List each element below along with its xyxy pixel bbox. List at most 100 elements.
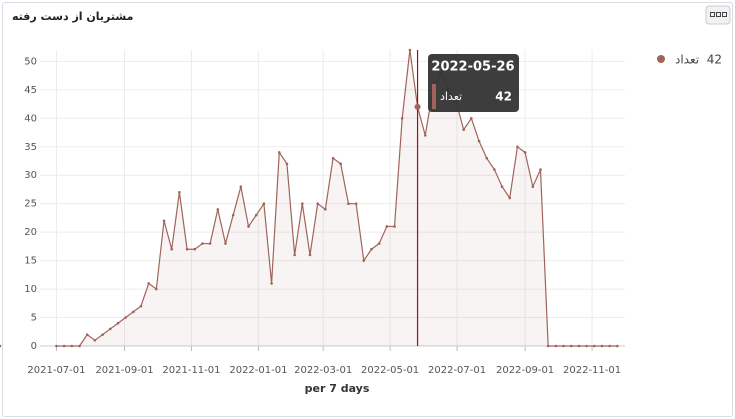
data-point [201, 242, 204, 245]
x-tick-label: 2022-05-01 [361, 365, 419, 376]
tooltip-value: 42 [495, 90, 512, 104]
data-point [324, 208, 327, 211]
data-point [0, 344, 2, 348]
data-point [70, 344, 74, 348]
data-point [562, 344, 565, 348]
data-point [370, 247, 373, 251]
y-tick-label: 50 [24, 56, 37, 67]
data-point [85, 333, 89, 336]
data-point [377, 242, 381, 245]
legend-marker [657, 55, 665, 63]
data-point [308, 253, 312, 257]
data-point [231, 213, 235, 217]
y-tick-label: 40 [24, 113, 37, 124]
x-axis-label: per 7 days [305, 382, 370, 395]
x-tick-label: 2022-03-01 [294, 365, 352, 376]
x-tick-label: 2022-01-01 [229, 365, 287, 376]
data-point [139, 304, 143, 308]
data-point [224, 242, 227, 245]
data-point [347, 202, 350, 205]
data-point [500, 185, 504, 188]
y-tick-label: 20 [24, 227, 37, 238]
tooltip-date: 2022-05-26 [431, 60, 514, 75]
data-point [393, 225, 396, 228]
data-point [147, 282, 150, 285]
data-point [124, 316, 127, 319]
data-point [316, 202, 319, 205]
data-point [400, 117, 404, 120]
data-point [262, 202, 266, 205]
data-point [293, 253, 296, 257]
data-point [301, 202, 304, 205]
x-tick-label: 2022-07-01 [428, 365, 486, 376]
data-point [569, 344, 573, 348]
data-point [254, 213, 258, 217]
data-point [354, 202, 358, 205]
legend-value: 42 [707, 53, 722, 67]
y-tick-label: 25 [24, 199, 37, 210]
data-point [55, 344, 58, 348]
y-tick-label: 45 [24, 85, 37, 96]
tooltip-swatch [432, 84, 436, 109]
menu-icon [710, 12, 727, 17]
data-point [408, 48, 412, 52]
x-tick-label: 2021-09-01 [95, 365, 153, 376]
data-point [600, 344, 604, 348]
data-point [362, 259, 366, 262]
series-area [56, 50, 618, 346]
x-tick-label: 2022-11-01 [563, 365, 621, 376]
data-point [539, 168, 542, 171]
data-point [554, 344, 558, 348]
data-point [523, 151, 527, 154]
data-point [331, 156, 335, 160]
data-point [155, 287, 158, 291]
data-point [592, 344, 596, 348]
data-point [93, 339, 97, 342]
y-tick-label: 5 [31, 313, 37, 324]
data-point [339, 162, 343, 166]
legend-label: تعداد [675, 53, 699, 67]
data-point [423, 134, 427, 137]
data-point [108, 327, 112, 331]
data-point [508, 196, 512, 200]
data-point [493, 168, 496, 171]
data-point [531, 185, 535, 188]
data-point [270, 282, 273, 285]
data-point [185, 247, 189, 251]
data-point [101, 333, 104, 336]
data-point [462, 128, 465, 131]
y-tick-label: 0 [31, 341, 37, 352]
hover-point [414, 103, 421, 110]
data-point [577, 344, 581, 348]
data-point [477, 139, 481, 143]
data-point [208, 242, 212, 245]
data-point [385, 225, 389, 228]
x-tick-label: 2022-09-01 [496, 365, 554, 376]
chart-title: مشتریان از دست رفته [12, 10, 133, 23]
y-tick-label: 35 [24, 142, 37, 153]
x-tick-label: 2021-11-01 [162, 365, 220, 376]
data-point [616, 344, 619, 348]
data-point [585, 344, 588, 348]
data-point [193, 247, 197, 251]
data-point [608, 344, 611, 348]
data-point [62, 344, 66, 348]
y-tick-label: 30 [24, 170, 37, 181]
data-point [485, 156, 489, 160]
y-tick-label: 15 [24, 256, 37, 267]
tooltip: 2022-05-26 تعداد 42 [428, 54, 519, 112]
data-point [546, 344, 550, 348]
data-point [170, 247, 174, 251]
data-point [285, 162, 289, 166]
tooltip-series-name: تعداد [440, 90, 462, 103]
menu-button[interactable] [705, 5, 731, 25]
data-point [239, 185, 243, 188]
x-tick-label: 2021-07-01 [27, 365, 85, 376]
data-point [216, 208, 220, 211]
data-point [116, 321, 120, 325]
series-line [56, 49, 618, 347]
data-point [277, 151, 281, 154]
y-tick-label: 10 [24, 284, 37, 295]
